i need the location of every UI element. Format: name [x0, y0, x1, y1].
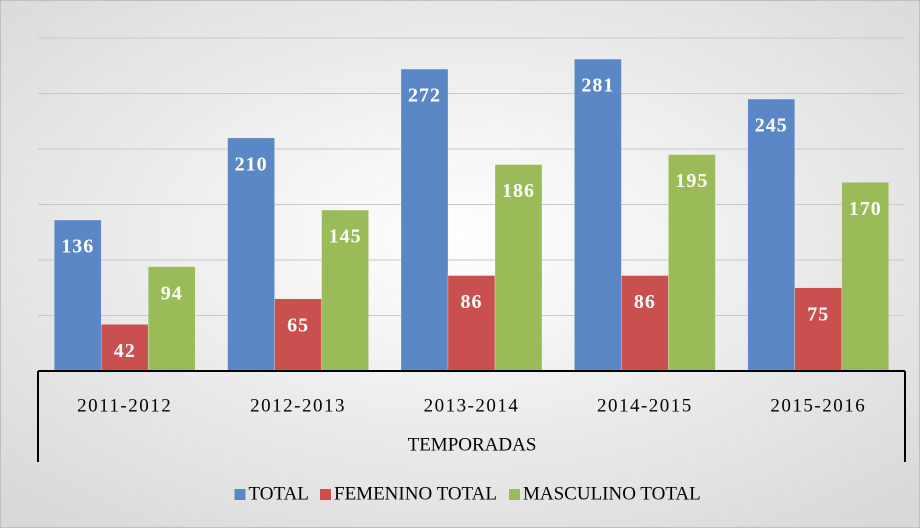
- bar: [274, 298, 322, 372]
- bar: [447, 275, 496, 372]
- data-label: 210: [235, 153, 268, 175]
- bar: [400, 68, 449, 372]
- data-label: 65: [287, 314, 309, 336]
- data-label: 195: [675, 170, 708, 192]
- legend-swatch: [320, 489, 331, 500]
- legend-label: TOTAL: [249, 483, 309, 504]
- bar: [321, 209, 369, 372]
- data-label: 94: [161, 282, 183, 304]
- x-tick-label: 2014-2015: [597, 395, 693, 416]
- data-label: 136: [61, 236, 94, 258]
- data-label: 272: [408, 85, 441, 107]
- x-tick-label: 2012-2013: [250, 395, 346, 416]
- x-axis-label: TEMPORADAS: [408, 434, 537, 455]
- bar: [574, 58, 622, 372]
- bar: [53, 219, 102, 372]
- data-label: 186: [502, 180, 535, 202]
- data-label: 42: [114, 340, 136, 362]
- x-tick-label: 2013-2014: [424, 395, 520, 416]
- bar: [227, 137, 275, 372]
- x-tick-label: 2011-2012: [77, 395, 172, 416]
- data-label: 170: [849, 198, 882, 220]
- data-label: 245: [755, 115, 788, 137]
- data-label: 86: [461, 291, 483, 313]
- data-label: 75: [807, 303, 829, 325]
- legend-swatch: [234, 489, 246, 500]
- bar: [621, 275, 669, 372]
- data-label: 145: [329, 226, 362, 248]
- data-label: 86: [634, 291, 656, 313]
- legend-swatch: [509, 489, 520, 500]
- bar: [494, 164, 543, 372]
- legend-label: MASCULINO TOTAL: [523, 483, 701, 504]
- bar: [147, 266, 196, 372]
- bar: [747, 98, 796, 372]
- bar: [794, 287, 843, 372]
- x-tick-label: 2015-2016: [770, 395, 866, 416]
- bar: [841, 182, 890, 372]
- data-label: 281: [581, 75, 614, 97]
- legend-label: FEMENINO TOTAL: [334, 483, 497, 504]
